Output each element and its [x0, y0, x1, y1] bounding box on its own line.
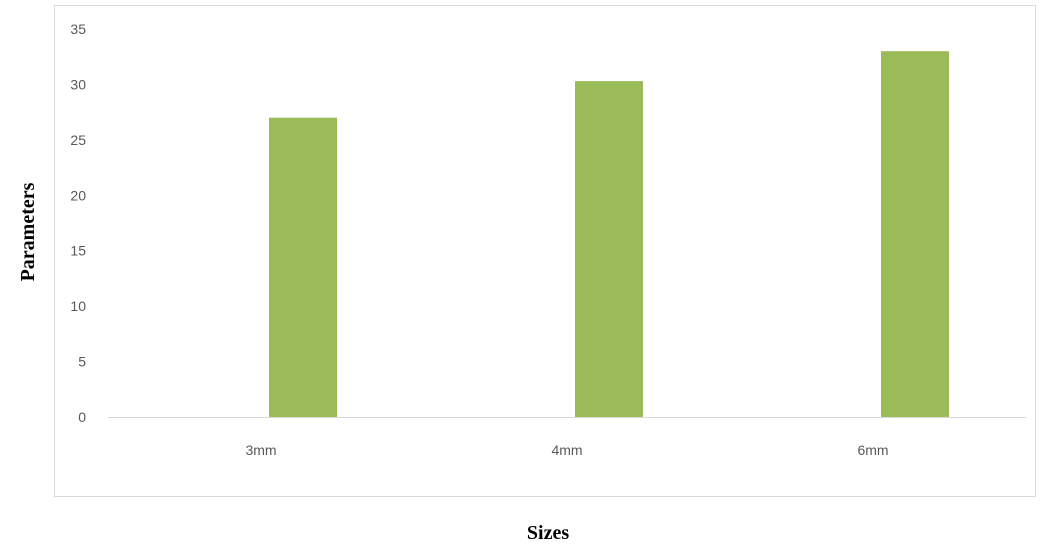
- x-tick-label: 6mm: [857, 442, 888, 458]
- y-tick-label: 30: [70, 76, 86, 92]
- bars: [269, 51, 949, 418]
- y-axis-ticks: 0 5 10 15 20 25 30 35: [70, 21, 86, 425]
- y-tick-label: 10: [70, 298, 86, 314]
- y-tick-label: 5: [78, 354, 86, 370]
- y-axis-title: Parameters: [17, 182, 39, 281]
- y-tick-label: 25: [70, 132, 86, 148]
- y-tick-label: 0: [78, 409, 86, 425]
- x-tick-label: 4mm: [551, 442, 582, 458]
- y-tick-label: 35: [70, 21, 86, 37]
- y-tick-label: 20: [70, 187, 86, 203]
- x-tick-label: 3mm: [245, 442, 276, 458]
- bar-3mm: [269, 117, 337, 417]
- bar-4mm: [575, 81, 643, 418]
- x-axis-ticks: 3mm 4mm 6mm: [245, 442, 888, 458]
- chart-area: [54, 5, 1036, 497]
- y-tick-label: 15: [70, 243, 86, 259]
- bar-6mm: [881, 51, 949, 418]
- x-axis-title: Sizes: [527, 522, 569, 544]
